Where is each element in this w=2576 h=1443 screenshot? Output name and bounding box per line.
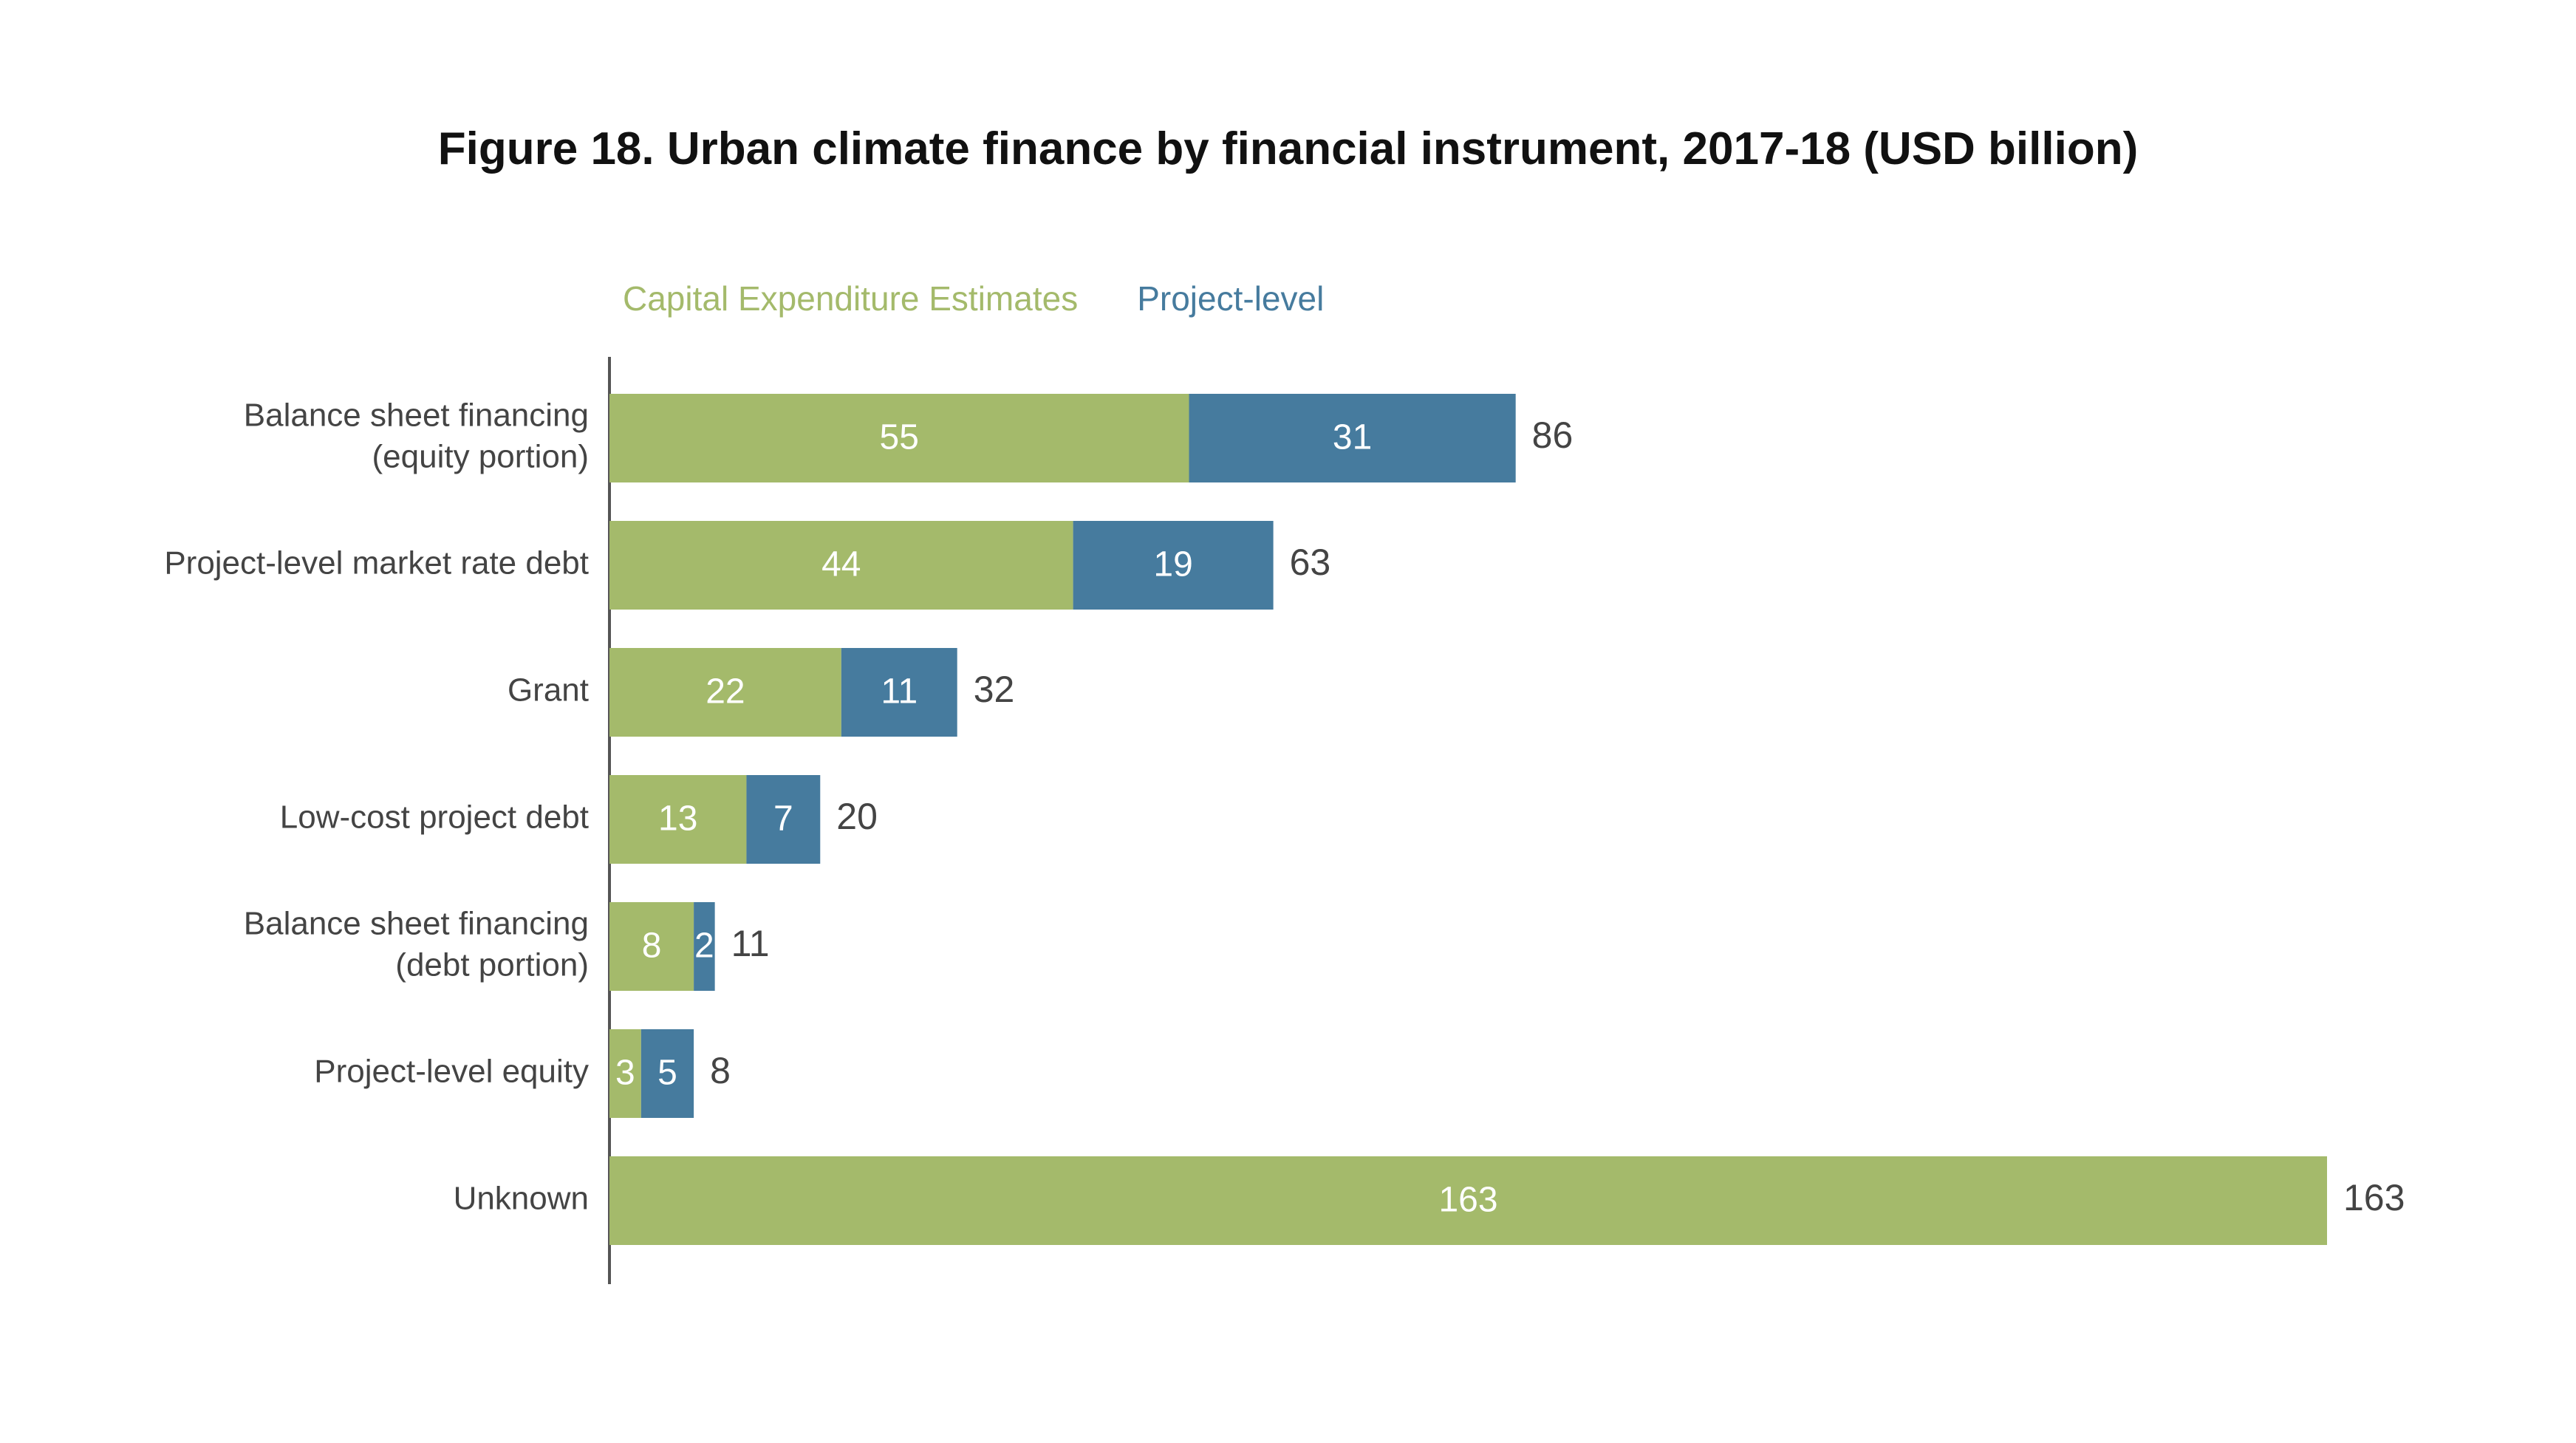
bar-value-label: 22 xyxy=(706,672,745,712)
total-label: 63 xyxy=(1290,542,1331,583)
category-label: Grant xyxy=(508,672,589,709)
bar-value-label: 31 xyxy=(1333,418,1372,457)
bar-segment-0 xyxy=(609,394,1189,482)
bar-value-label: 5 xyxy=(657,1054,677,1093)
total-label: 86 xyxy=(1532,415,1574,456)
bar-value-label: 3 xyxy=(615,1054,635,1093)
bar-segment-1 xyxy=(841,648,957,737)
bar-value-label: 163 xyxy=(1438,1181,1497,1220)
bar-value-label: 55 xyxy=(880,418,919,457)
bar-value-label: 7 xyxy=(773,799,793,839)
bar-segment-0 xyxy=(609,775,747,864)
bar-value-label: 44 xyxy=(821,545,861,584)
bar-value-label: 2 xyxy=(694,927,714,966)
bar-segment-0 xyxy=(609,902,694,991)
category-label: Low-cost project debt xyxy=(280,799,589,836)
bar-value-label: 19 xyxy=(1153,545,1192,584)
bar-segment-0 xyxy=(609,648,841,737)
total-label: 11 xyxy=(731,923,770,964)
bar-value-label: 11 xyxy=(881,672,918,712)
total-label: 20 xyxy=(836,796,878,837)
bar-segment-0 xyxy=(609,1029,641,1118)
bar-segment-1 xyxy=(694,902,715,991)
total-label: 163 xyxy=(2343,1177,2405,1218)
bar-value-label: 13 xyxy=(658,799,697,839)
total-label: 32 xyxy=(974,669,1015,710)
category-label: Balance sheet financing xyxy=(244,398,589,434)
category-label: (debt portion) xyxy=(395,947,589,983)
chart-title: Figure 18. Urban climate finance by fina… xyxy=(437,123,2139,174)
category-label: Unknown xyxy=(454,1181,589,1217)
legend-item-0: Capital Expenditure Estimates xyxy=(623,279,1078,318)
bar-segment-1 xyxy=(640,1029,694,1118)
bar-segment-1 xyxy=(1073,521,1274,610)
total-label: 8 xyxy=(710,1050,731,1091)
category-label: Project-level market rate debt xyxy=(164,545,589,581)
category-label: Project-level equity xyxy=(314,1054,589,1090)
bar-segment-0 xyxy=(609,521,1073,610)
category-label: Balance sheet financing xyxy=(244,906,589,942)
bar-segment-0 xyxy=(609,1156,2327,1245)
bar-value-label: 8 xyxy=(642,927,662,966)
category-label: (equity portion) xyxy=(372,439,589,475)
legend-item-1: Project-level xyxy=(1137,279,1324,318)
bar-segment-1 xyxy=(1189,394,1516,482)
bar-segment-1 xyxy=(746,775,821,864)
